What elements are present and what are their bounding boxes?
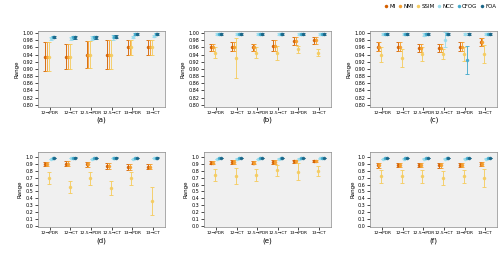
X-axis label: (b): (b) (262, 117, 272, 123)
Y-axis label: Range: Range (184, 181, 189, 198)
Y-axis label: Range: Range (18, 181, 23, 198)
X-axis label: (c): (c) (429, 117, 438, 123)
Y-axis label: Range: Range (181, 60, 186, 78)
Y-axis label: Range: Range (347, 60, 352, 78)
X-axis label: (a): (a) (96, 117, 106, 123)
Legend: MI, NMI, SSIM, NCC, CFOG, FOA: MI, NMI, SSIM, NCC, CFOG, FOA (382, 3, 497, 10)
Y-axis label: Range: Range (14, 60, 20, 78)
X-axis label: (f): (f) (430, 237, 438, 244)
X-axis label: (e): (e) (262, 237, 272, 244)
Y-axis label: Range: Range (350, 181, 355, 198)
X-axis label: (d): (d) (96, 237, 106, 244)
